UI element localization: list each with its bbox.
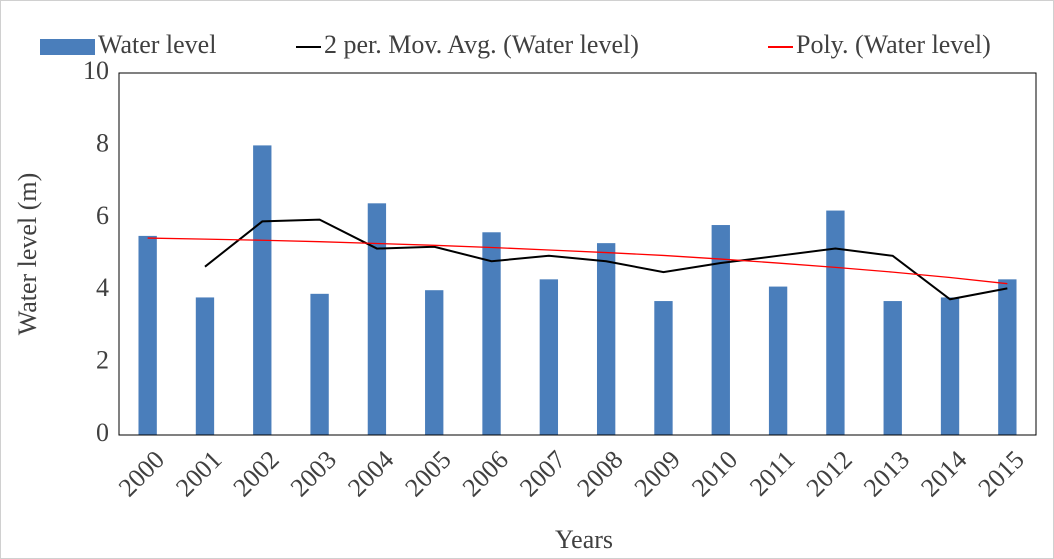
bar <box>482 232 501 435</box>
y-axis-title: Water level (m) <box>13 173 42 336</box>
bar <box>195 297 215 435</box>
bar <box>940 297 960 435</box>
bar <box>367 203 387 435</box>
y-tick-label: 4 <box>96 273 109 302</box>
bar <box>310 293 329 435</box>
bar <box>253 145 272 435</box>
line <box>204 218 1008 301</box>
bar <box>425 290 444 435</box>
legend-swatch <box>40 39 95 55</box>
legend-label: 2 per. Mov. Avg. (Water level) <box>324 30 639 59</box>
y-tick-label: 2 <box>96 346 109 375</box>
line <box>147 237 1008 285</box>
plot-frame <box>118 72 1037 436</box>
bar <box>711 225 730 435</box>
x-axis-title: Years <box>555 525 613 554</box>
y-tick-label: 0 <box>96 418 109 447</box>
y-tick-label: 10 <box>83 56 109 85</box>
bar <box>138 235 157 435</box>
bar <box>539 279 559 435</box>
bar <box>596 243 616 435</box>
bar <box>768 286 788 435</box>
bar <box>883 301 902 435</box>
legend-label: Poly. (Water level) <box>796 30 991 59</box>
bar <box>826 210 845 435</box>
bar <box>998 279 1017 435</box>
bar <box>654 301 673 435</box>
legend-label: Water level <box>98 30 216 59</box>
y-tick-label: 6 <box>96 201 109 230</box>
y-tick-label: 8 <box>96 128 109 157</box>
